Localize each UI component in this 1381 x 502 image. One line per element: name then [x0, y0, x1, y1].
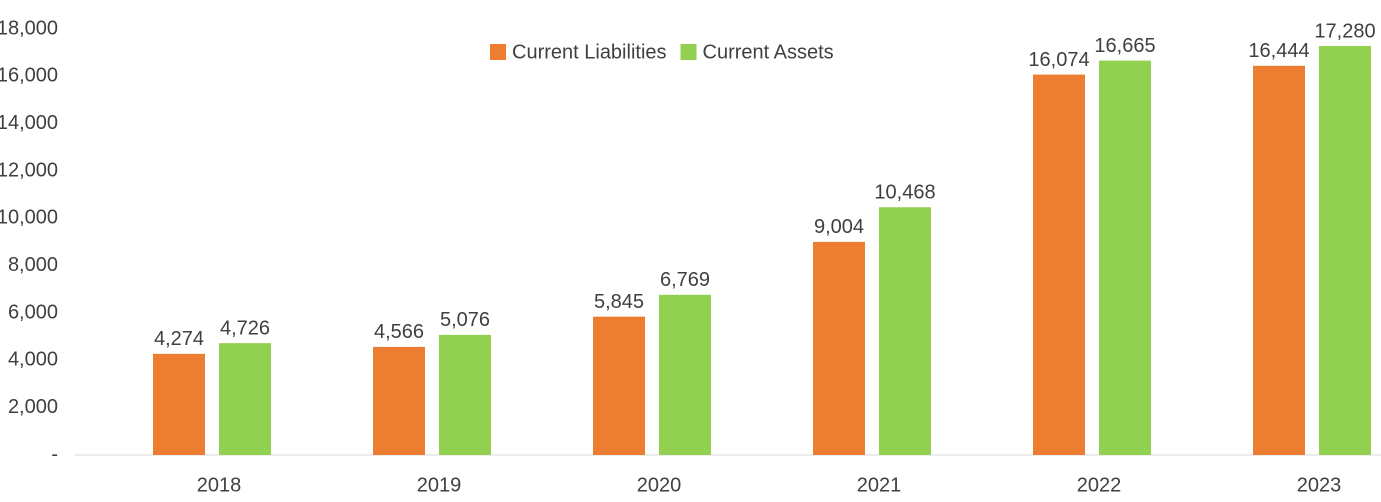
y-tick-label: 2,000	[8, 396, 58, 418]
legend-swatch	[490, 44, 506, 60]
data-label: 4,726	[220, 317, 270, 339]
x-tick-label: 2018	[197, 474, 242, 496]
data-label: 16,665	[1094, 35, 1155, 57]
bar	[879, 207, 931, 455]
data-label: 17,280	[1314, 20, 1375, 42]
y-tick-label: 16,000	[0, 65, 58, 87]
data-label: 5,845	[594, 291, 644, 313]
data-label: 16,074	[1028, 49, 1089, 71]
legend-label: Current Liabilities	[512, 41, 667, 63]
bar	[593, 316, 645, 455]
x-tick-label: 2023	[1297, 474, 1342, 496]
data-label: 16,444	[1248, 40, 1309, 62]
y-tick-label: 6,000	[8, 301, 58, 323]
bar	[813, 241, 865, 455]
data-label: 5,076	[440, 309, 490, 331]
data-label: 9,004	[814, 216, 864, 238]
bar	[153, 353, 205, 455]
data-label: 6,769	[660, 269, 710, 291]
bar	[1099, 60, 1151, 455]
bar	[439, 334, 491, 455]
y-tick-label: 4,000	[8, 349, 58, 371]
y-tick-label: 8,000	[8, 254, 58, 276]
bar	[373, 346, 425, 455]
x-tick-label: 2021	[857, 474, 902, 496]
x-tick-label: 2020	[637, 474, 682, 496]
bar	[219, 343, 271, 455]
y-tick-label: -	[51, 443, 58, 465]
data-label: 4,566	[374, 321, 424, 343]
bar	[1319, 46, 1371, 455]
bar	[1253, 65, 1305, 456]
x-tick-label: 2022	[1077, 474, 1122, 496]
y-tick-label: 14,000	[0, 112, 58, 134]
data-label: 4,274	[154, 328, 204, 350]
y-tick-label: 18,000	[0, 17, 58, 39]
legend-swatch	[680, 44, 697, 60]
legend-label: Current Assets	[703, 41, 834, 63]
y-tick-label: 10,000	[0, 207, 58, 229]
bar	[659, 294, 711, 455]
y-tick-label: 12,000	[0, 159, 58, 181]
x-tick-label: 2019	[417, 474, 462, 496]
data-label: 10,468	[874, 182, 935, 204]
bar	[1033, 74, 1085, 455]
